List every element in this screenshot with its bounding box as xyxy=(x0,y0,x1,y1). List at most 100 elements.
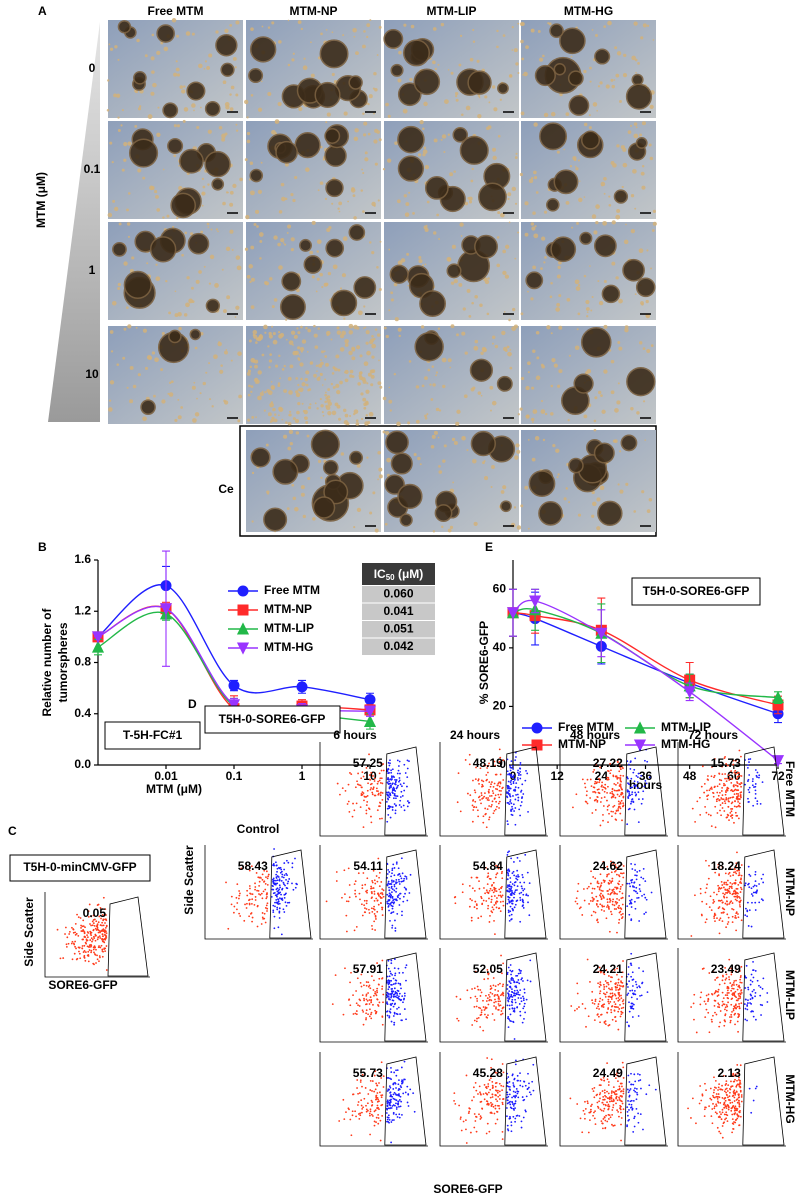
event xyxy=(747,902,749,904)
event xyxy=(344,893,346,895)
cell xyxy=(398,260,403,265)
event xyxy=(601,797,603,799)
cell xyxy=(251,305,255,309)
event xyxy=(93,949,95,951)
event xyxy=(706,812,708,814)
event xyxy=(731,789,733,791)
event xyxy=(720,804,722,806)
cell xyxy=(324,401,327,404)
cell xyxy=(371,202,375,206)
event xyxy=(762,988,764,990)
event xyxy=(90,925,92,927)
event xyxy=(722,802,724,804)
event xyxy=(589,797,591,799)
cell xyxy=(604,193,606,195)
event xyxy=(506,795,508,797)
event xyxy=(519,778,521,780)
event xyxy=(591,812,593,814)
event xyxy=(402,972,404,974)
event xyxy=(487,772,489,774)
event xyxy=(388,805,390,807)
cell xyxy=(328,402,332,406)
event xyxy=(509,920,511,922)
event xyxy=(407,806,409,808)
cell xyxy=(288,390,293,395)
cell xyxy=(202,205,204,207)
cell xyxy=(363,305,365,307)
event xyxy=(724,893,726,895)
cell xyxy=(325,392,327,394)
cell xyxy=(611,161,615,165)
cell xyxy=(215,30,218,33)
event xyxy=(597,796,599,798)
event xyxy=(649,776,651,778)
event xyxy=(726,900,728,902)
event xyxy=(362,1009,364,1011)
event xyxy=(495,794,497,796)
event xyxy=(731,985,733,987)
tumorsphere xyxy=(569,96,588,115)
event xyxy=(755,783,757,785)
cell xyxy=(271,417,273,419)
event xyxy=(496,907,498,909)
cell xyxy=(321,350,324,353)
cell xyxy=(422,128,425,131)
event xyxy=(724,1003,726,1005)
event xyxy=(491,781,493,783)
cell xyxy=(207,183,209,185)
cell xyxy=(297,346,300,349)
event xyxy=(389,970,391,972)
cell xyxy=(178,327,181,330)
cell xyxy=(336,390,340,394)
event xyxy=(645,911,647,913)
cell xyxy=(192,418,197,423)
event xyxy=(618,770,620,772)
legend-label: MTM-NP xyxy=(264,602,312,616)
event xyxy=(488,781,490,783)
event xyxy=(381,783,383,785)
event xyxy=(106,969,108,971)
cell xyxy=(253,330,258,335)
tumorsphere xyxy=(400,514,412,526)
event xyxy=(606,779,608,781)
event xyxy=(369,1003,371,1005)
cell xyxy=(541,365,545,369)
cell xyxy=(418,153,421,156)
cell xyxy=(539,58,543,62)
event xyxy=(729,1022,731,1024)
event xyxy=(762,874,764,876)
event xyxy=(615,784,617,786)
event xyxy=(622,1012,624,1014)
cell xyxy=(361,377,365,381)
event xyxy=(391,1021,393,1023)
event xyxy=(497,794,499,796)
event xyxy=(401,914,403,916)
cell xyxy=(210,255,214,259)
event xyxy=(514,789,516,791)
cell xyxy=(371,344,376,349)
event xyxy=(473,1006,475,1008)
event xyxy=(348,784,350,786)
event xyxy=(596,800,598,802)
event xyxy=(702,765,704,767)
event xyxy=(727,903,729,905)
event xyxy=(489,921,491,923)
event xyxy=(476,1018,478,1020)
event xyxy=(607,821,609,823)
cell xyxy=(646,349,650,353)
event xyxy=(500,891,502,893)
event xyxy=(396,913,398,915)
event xyxy=(510,760,512,762)
event xyxy=(366,1003,368,1005)
cell xyxy=(586,307,590,311)
event xyxy=(642,970,644,972)
cell xyxy=(369,340,373,344)
event xyxy=(755,793,757,795)
event xyxy=(96,929,98,931)
cell xyxy=(285,319,287,321)
event xyxy=(394,987,396,989)
event xyxy=(528,914,530,916)
cell xyxy=(177,124,180,127)
event xyxy=(106,932,108,934)
cell xyxy=(633,134,638,139)
